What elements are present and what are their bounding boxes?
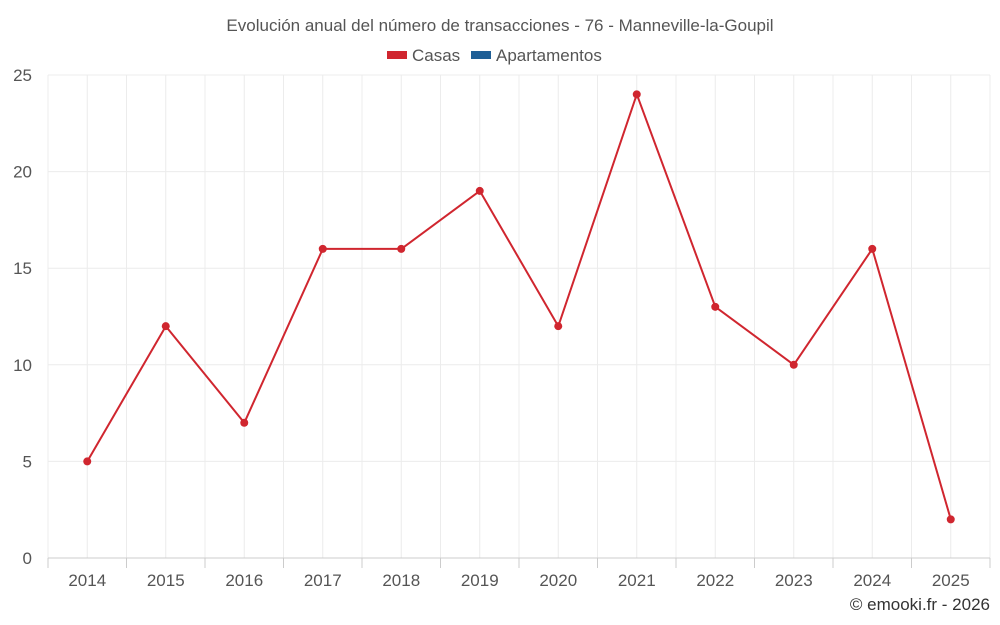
legend-item-apartamentos[interactable]: Apartamentos <box>471 46 602 65</box>
data-point-casas-2023[interactable] <box>789 360 798 369</box>
legend-item-casas[interactable]: Casas <box>387 46 460 65</box>
data-point-casas-2025[interactable] <box>946 515 955 524</box>
x-tick-label: 2016 <box>225 571 263 590</box>
copyright-footer: © emooki.fr - 2026 <box>850 595 990 614</box>
data-point-casas-2019[interactable] <box>475 186 484 195</box>
y-tick-label: 15 <box>13 259 32 278</box>
x-tick-label: 2015 <box>147 571 185 590</box>
x-tick-label: 2023 <box>775 571 813 590</box>
y-tick-label: 10 <box>13 356 32 375</box>
series-line-casas <box>86 93 952 520</box>
y-tick-label: 0 <box>23 549 32 568</box>
series-casas <box>83 90 955 524</box>
x-tick-label: 2020 <box>539 571 577 590</box>
x-tick-label: 2017 <box>304 571 342 590</box>
data-point-casas-2018[interactable] <box>397 244 406 253</box>
legend-label-casas: Casas <box>412 46 460 65</box>
axes <box>47 557 991 568</box>
legend-swatch-apartamentos <box>471 51 491 59</box>
data-point-casas-2015[interactable] <box>161 322 170 331</box>
legend: Casas Apartamentos <box>387 46 602 65</box>
x-tick-label: 2014 <box>68 571 106 590</box>
y-tick-label: 5 <box>23 452 32 471</box>
data-point-casas-2024[interactable] <box>868 244 877 253</box>
y-tick-label: 25 <box>13 66 32 85</box>
x-axis-ticks: 2014 2015 2016 2017 2018 2019 2020 2021 2022 2023… <box>68 571 969 590</box>
x-tick-label: 2022 <box>696 571 734 590</box>
legend-label-apartamentos: Apartamentos <box>496 46 602 65</box>
data-point-casas-2020[interactable] <box>554 322 563 331</box>
y-tick-label: 20 <box>13 163 32 182</box>
y-axis-ticks: 0 5 10 15 20 25 <box>13 66 32 568</box>
x-tick-label: 2018 <box>382 571 420 590</box>
x-tick-label: 2019 <box>461 571 499 590</box>
data-point-casas-2022[interactable] <box>711 302 720 311</box>
grid <box>47 74 991 558</box>
x-tick-label: 2024 <box>853 571 891 590</box>
legend-swatch-casas <box>387 51 407 59</box>
x-tick-label: 2021 <box>618 571 656 590</box>
data-point-casas-2021[interactable] <box>632 90 641 99</box>
data-point-casas-2014[interactable] <box>83 457 92 466</box>
data-point-casas-2016[interactable] <box>240 418 249 427</box>
chart-title: Evolución anual del número de transaccio… <box>226 16 773 35</box>
data-point-casas-2017[interactable] <box>318 244 327 253</box>
x-tick-label: 2025 <box>932 571 970 590</box>
